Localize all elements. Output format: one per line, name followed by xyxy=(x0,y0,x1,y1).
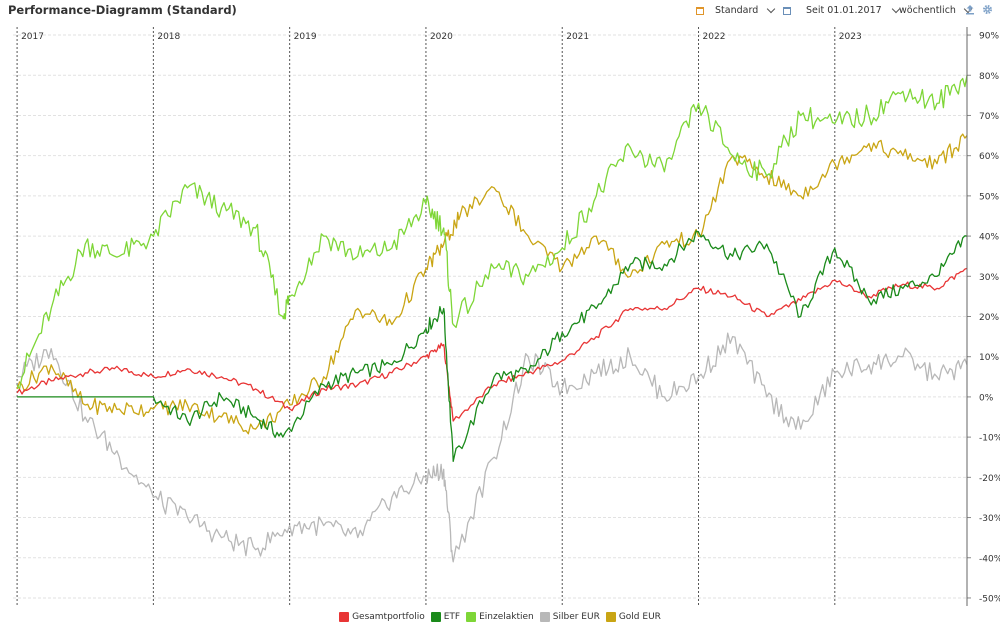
series-line-gesamtportfolio xyxy=(16,267,968,422)
y-tick-label: 70% xyxy=(979,112,999,122)
chart-legend: Gesamtportfolio ETF Einzelaktien Silber EUR… xyxy=(0,612,1000,622)
year-label: 2019 xyxy=(294,32,317,42)
y-tick-label: 60% xyxy=(979,152,999,162)
page-title: Performance-Diagramm (Standard) xyxy=(8,3,237,17)
legend-swatch xyxy=(466,612,477,622)
legend-label: Gesamtportfolio xyxy=(352,612,425,622)
legend-label: ETF xyxy=(443,612,461,622)
upload-button[interactable] xyxy=(965,4,975,15)
legend-label: Gold EUR xyxy=(618,612,661,622)
series-line-gold-eur xyxy=(16,133,968,435)
legend-swatch xyxy=(339,612,350,622)
year-label: 2017 xyxy=(21,32,44,42)
year-label: 2021 xyxy=(566,32,589,42)
view-selector[interactable]: Standard xyxy=(696,4,792,16)
performance-chart: 2017 2018 2019 2020 2021 2022 2023 90% 80% 70% 60… xyxy=(13,27,1000,606)
year-label: 2018 xyxy=(157,32,180,42)
interval-selector[interactable]: wöchentlich xyxy=(899,4,973,16)
year-label: 2022 xyxy=(703,32,726,42)
series-line-silber-eur xyxy=(17,332,968,563)
settings-button[interactable] xyxy=(982,4,993,15)
y-tick-label: -10% xyxy=(979,434,1000,444)
legend-swatch xyxy=(539,612,550,622)
calendar-icon xyxy=(696,6,704,15)
y-tick-label: -40% xyxy=(979,554,1000,564)
legend-swatch xyxy=(430,612,441,622)
since-selector[interactable]: Seit 01.01.2017 xyxy=(806,4,900,16)
y-tick-label: 0% xyxy=(979,393,994,403)
legend-label: Silber EUR xyxy=(552,612,600,622)
view-label: Standard xyxy=(715,5,759,16)
y-tick-label: 20% xyxy=(979,313,999,323)
year-label: 2023 xyxy=(839,32,862,42)
y-tick-label: 80% xyxy=(979,72,999,82)
y-tick-label: 40% xyxy=(979,233,999,243)
year-dividers: 2017 2018 2019 2020 2021 2022 2023 xyxy=(16,27,862,606)
legend-item-gold-eur[interactable]: Gold EUR xyxy=(605,612,661,622)
calendar-icon[interactable] xyxy=(783,6,792,15)
y-tick-label: -30% xyxy=(979,514,1000,524)
y-tick-label: 90% xyxy=(979,32,999,42)
legend-item-gesamtportfolio[interactable]: Gesamtportfolio xyxy=(339,612,425,622)
legend-item-silber-eur[interactable]: Silber EUR xyxy=(539,612,600,622)
y-axis: 90% 80% 70% 60% 50% 40% 30% 20% 10% 0% -10% -20% -30… xyxy=(966,27,1000,606)
chart-series xyxy=(16,75,968,563)
y-tick-label: -20% xyxy=(979,474,1000,484)
y-tick-label: 50% xyxy=(979,192,999,202)
series-line-etf xyxy=(17,230,968,462)
year-label: 2020 xyxy=(430,32,453,42)
chart-grid xyxy=(13,34,967,599)
y-tick-label: 10% xyxy=(979,353,999,363)
y-tick-label: 30% xyxy=(979,273,999,283)
since-label: Seit 01.01.2017 xyxy=(806,5,882,16)
legend-swatch xyxy=(605,612,616,622)
interval-label: wöchentlich xyxy=(899,5,956,16)
series-line-einzelaktien xyxy=(16,75,968,390)
legend-item-etf[interactable]: ETF xyxy=(430,612,461,622)
gear-icon xyxy=(982,4,993,15)
legend-item-einzelaktien[interactable]: Einzelaktien xyxy=(466,612,534,622)
y-tick-label: -50% xyxy=(979,594,1000,604)
legend-label: Einzelaktien xyxy=(479,612,534,622)
upload-icon xyxy=(966,5,974,15)
